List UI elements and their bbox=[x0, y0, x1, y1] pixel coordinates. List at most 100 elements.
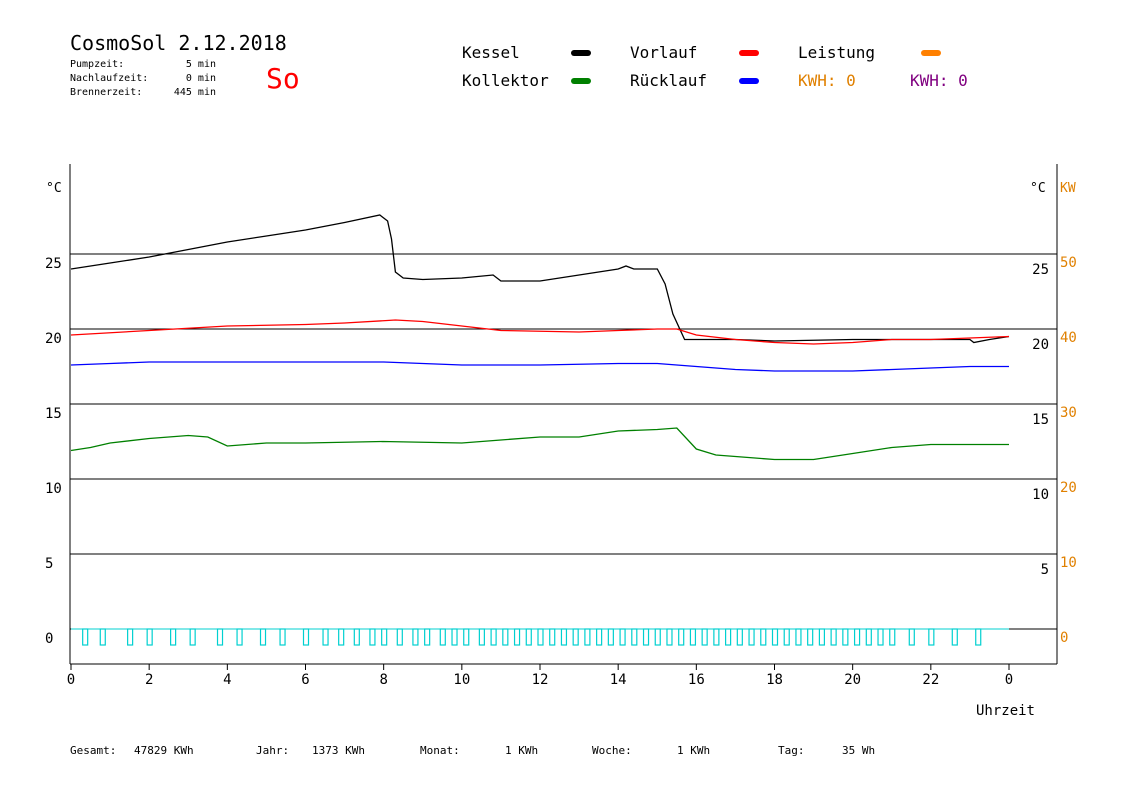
legend-swatch-vorlauf bbox=[739, 50, 759, 56]
pump-pulse-0 bbox=[82, 628, 89, 646]
pump-pulse-41 bbox=[701, 628, 708, 646]
pump-pulse-52 bbox=[830, 628, 837, 646]
pump-pulse-9 bbox=[279, 628, 286, 646]
y-axis-right-unit: °C bbox=[1030, 181, 1046, 196]
x-tick-10: 20 bbox=[844, 672, 861, 688]
stat-value-nachlaufzeit: 0 min bbox=[186, 73, 216, 84]
pump-pulse-34 bbox=[619, 628, 626, 646]
footer-value-jahr: 1373 KWh bbox=[312, 744, 365, 757]
pump-pulse-8 bbox=[259, 628, 267, 646]
y-tick-kw-50: 50 bbox=[1060, 255, 1077, 271]
x-tick-11: 22 bbox=[922, 672, 939, 688]
pump-pulse-43 bbox=[724, 628, 732, 646]
x-tick-5: 10 bbox=[453, 672, 470, 688]
y-tick-left-10: 10 bbox=[45, 481, 62, 497]
y-tick-right-5: 5 bbox=[1041, 562, 1049, 578]
x-axis-label: Uhrzeit bbox=[976, 703, 1035, 719]
y-axis-kw-unit: KW bbox=[1060, 181, 1076, 196]
pump-pulse-44 bbox=[736, 628, 743, 646]
pump-pulse-59 bbox=[928, 628, 935, 646]
pump-pulse-23 bbox=[490, 628, 497, 646]
y-tick-kw-30: 30 bbox=[1060, 405, 1077, 421]
pump-pulse-4 bbox=[170, 628, 177, 646]
x-tick-2: 4 bbox=[223, 672, 231, 688]
x-tick-6: 12 bbox=[532, 672, 549, 688]
footer-value-monat: 1 KWh bbox=[505, 744, 538, 757]
pump-pulse-33 bbox=[607, 628, 614, 646]
pump-pulse-49 bbox=[795, 628, 802, 646]
x-tick-12: 0 bbox=[1005, 672, 1013, 688]
y-tick-right-25: 25 bbox=[1032, 262, 1049, 278]
x-tick-9: 18 bbox=[766, 672, 783, 688]
chart-title: CosmoSol 2.12.2018 bbox=[70, 31, 287, 55]
pump-pulse-3 bbox=[146, 628, 153, 646]
pump-pulse-58 bbox=[908, 628, 915, 646]
pump-pulse-60 bbox=[951, 628, 958, 646]
pump-pulse-10 bbox=[302, 628, 310, 646]
y-tick-kw-10: 10 bbox=[1060, 555, 1077, 571]
footer-value-tag: 35 Wh bbox=[842, 744, 875, 757]
y-tick-left-5: 5 bbox=[45, 556, 53, 572]
pump-pulse-40 bbox=[689, 628, 697, 646]
pump-pulse-45 bbox=[748, 628, 755, 646]
pump-pulse-51 bbox=[818, 628, 826, 646]
legend-label-ruecklauf: Rücklauf bbox=[630, 71, 707, 90]
y-tick-right-20: 20 bbox=[1032, 337, 1049, 353]
pump-pulse-15 bbox=[381, 628, 388, 646]
footer-label-woche: Woche: bbox=[592, 744, 632, 757]
footer-value-woche: 1 KWh bbox=[677, 744, 710, 757]
y-tick-left-0: 0 bbox=[45, 631, 53, 647]
pump-pulse-25 bbox=[513, 628, 521, 646]
pump-pulse-16 bbox=[396, 628, 403, 646]
pump-pulse-29 bbox=[560, 628, 568, 646]
pump-pulse-13 bbox=[353, 628, 360, 646]
y-tick-kw-0: 0 bbox=[1060, 630, 1068, 646]
pump-pulse-12 bbox=[338, 628, 345, 646]
pump-pulse-19 bbox=[439, 628, 446, 646]
legend-swatch-kessel bbox=[571, 50, 591, 56]
x-tick-7: 14 bbox=[610, 672, 627, 688]
legend-swatch-ruecklauf bbox=[739, 78, 759, 84]
stat-label-nachlaufzeit: Nachlaufzeit: bbox=[70, 73, 148, 84]
y-tick-right-10: 10 bbox=[1032, 487, 1049, 503]
pump-pulse-14 bbox=[369, 628, 376, 646]
series-line-vorlauf bbox=[70, 319, 1010, 345]
legend-label-kollektor: Kollektor bbox=[462, 71, 549, 90]
series-line-kollektor bbox=[70, 427, 1009, 461]
series-line-kessel bbox=[70, 214, 1010, 344]
pump-pulse-2 bbox=[127, 628, 134, 646]
legend: Kessel Vorlauf Leistung Kollektor Rückla… bbox=[462, 43, 968, 90]
pump-pulse-28 bbox=[549, 628, 556, 646]
legend-swatch-leistung bbox=[921, 50, 941, 56]
y-tick-left-20: 20 bbox=[45, 331, 62, 347]
pump-pulse-39 bbox=[678, 628, 685, 646]
pump-pulse-55 bbox=[865, 628, 872, 646]
pump-pulse-21 bbox=[463, 628, 470, 646]
pump-pulse-37 bbox=[654, 628, 661, 646]
pump-pulse-50 bbox=[807, 628, 814, 646]
pump-pulse-53 bbox=[842, 628, 849, 646]
footer-stats: Gesamt: 47829 KWh Jahr: 1373 KWh Monat: … bbox=[70, 744, 875, 757]
pump-pulse-48 bbox=[783, 628, 790, 646]
y-tick-left-15: 15 bbox=[45, 406, 62, 422]
pump-pulse-24 bbox=[502, 628, 509, 646]
pump-pulse-61 bbox=[975, 628, 982, 646]
legend-label-leistung: Leistung bbox=[798, 43, 875, 62]
stat-value-pumpzeit: 5 min bbox=[186, 59, 216, 70]
pump-pulse-11 bbox=[322, 628, 329, 646]
pump-pulse-17 bbox=[412, 628, 419, 646]
pump-pulse-30 bbox=[572, 628, 579, 646]
pump-pulse-18 bbox=[424, 628, 431, 646]
pump-pulse-20 bbox=[451, 628, 458, 646]
footer-label-jahr: Jahr: bbox=[256, 744, 289, 757]
legend-kwh-leistung: KWH: 0 bbox=[798, 71, 856, 90]
pump-pulse-38 bbox=[666, 628, 673, 646]
x-tick-3: 6 bbox=[301, 672, 309, 688]
pump-pulse-27 bbox=[537, 628, 544, 646]
footer-label-tag: Tag: bbox=[778, 744, 805, 757]
x-tick-1: 2 bbox=[145, 672, 153, 688]
pump-pulse-31 bbox=[584, 628, 591, 646]
footer-value-gesamt: 47829 KWh bbox=[134, 744, 194, 757]
y-tick-kw-40: 40 bbox=[1060, 330, 1077, 346]
